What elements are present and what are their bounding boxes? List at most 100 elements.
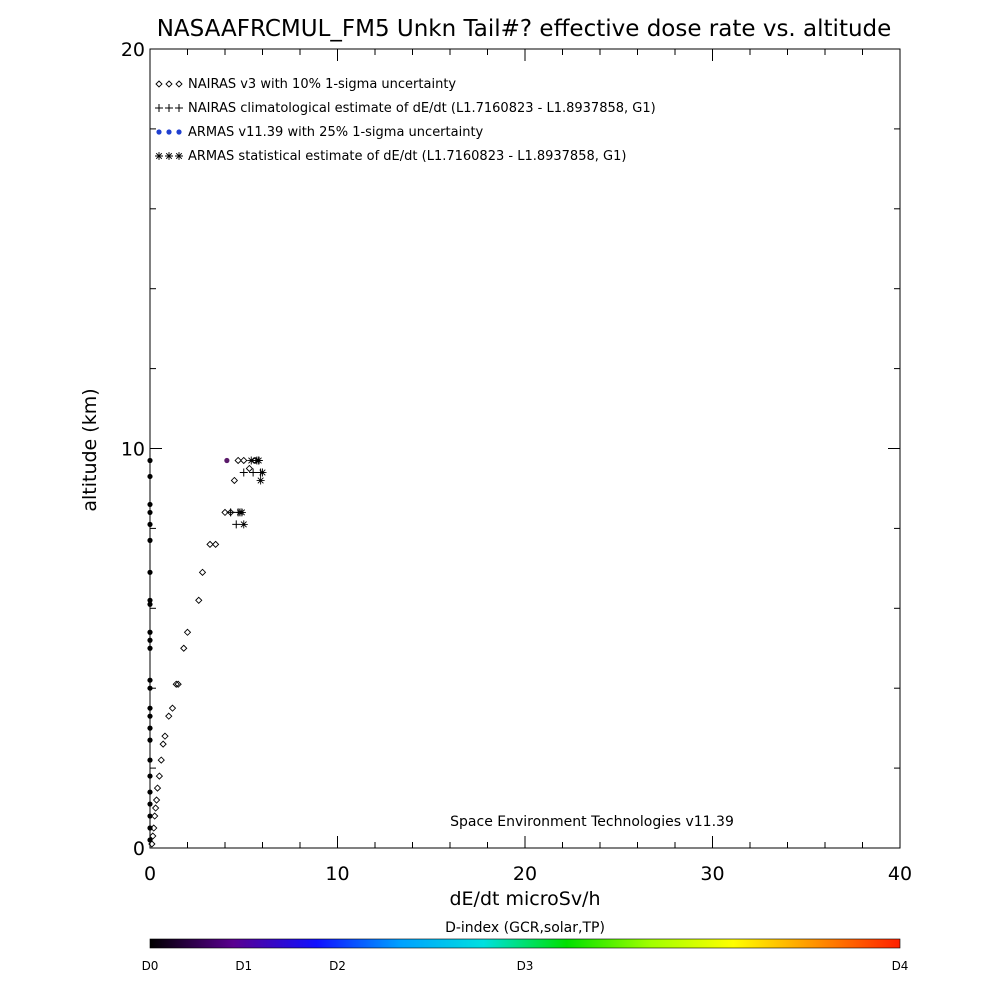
data-point-diamond xyxy=(245,464,254,473)
data-point-dot xyxy=(147,521,153,528)
data-point-dot xyxy=(147,685,153,691)
x-tick-label: 20 xyxy=(513,863,537,885)
data-point-diamond xyxy=(183,628,192,636)
y-tick-label: 0 xyxy=(133,838,145,860)
data-point-dot xyxy=(147,569,153,575)
series-plus xyxy=(226,456,265,529)
legend-item: ARMAS v11.39 with 25% 1-sigma uncertaint… xyxy=(156,125,484,140)
legend: NAIRAS v3 with 10% 1-sigma uncertainty NA… xyxy=(155,77,656,164)
x-tick-label: 30 xyxy=(700,863,724,885)
data-point-dot xyxy=(166,129,172,135)
colorbar-label: D0 xyxy=(142,959,159,973)
series-dot xyxy=(147,457,230,843)
data-point-dot xyxy=(147,737,153,743)
data-point-asterisk xyxy=(236,508,244,517)
data-point-diamond xyxy=(198,568,207,576)
data-point-diamond xyxy=(221,508,229,517)
data-point-diamond xyxy=(168,704,177,712)
data-point-diamond xyxy=(151,812,159,820)
data-point-diamond xyxy=(180,644,188,652)
data-point-asterisk xyxy=(239,520,248,529)
data-point-asterisk xyxy=(256,476,265,485)
data-point-dot xyxy=(147,713,153,719)
data-point-plus xyxy=(226,508,235,517)
axis-ticks xyxy=(149,48,901,849)
series-asterisk xyxy=(236,456,267,529)
colorbar-title: D-index (GCR,solar,TP) xyxy=(445,920,605,936)
legend-item: NAIRAS v3 with 10% 1-sigma uncertainty xyxy=(155,77,456,92)
data-point-diamond xyxy=(195,596,203,604)
data-point-asterisk xyxy=(165,152,173,160)
data-point-diamond xyxy=(230,476,239,485)
data-point-diamond xyxy=(155,80,163,88)
data-point-asterisk xyxy=(155,152,163,160)
colorbar-label: D4 xyxy=(892,959,909,973)
data-point-asterisk xyxy=(247,456,256,465)
data-point-dot xyxy=(147,637,153,643)
y-tick-label: 20 xyxy=(121,39,145,61)
data-point-dot xyxy=(147,509,153,516)
x-tick-label: 40 xyxy=(888,863,912,885)
x-tick-label: 10 xyxy=(325,863,349,885)
data-point-dot xyxy=(147,501,153,508)
y-axis-label: altitude (km) xyxy=(79,388,101,511)
data-point-dot xyxy=(147,457,153,464)
data-point-plus xyxy=(175,104,183,112)
data-point-dot xyxy=(147,725,153,731)
legend-item: ARMAS statistical estimate of dE/dt (L1.… xyxy=(155,149,626,164)
data-point-dot xyxy=(147,537,153,543)
data-point-diamond xyxy=(174,680,182,688)
data-point-diamond xyxy=(151,804,160,812)
colorbar-label: D2 xyxy=(329,959,346,973)
data-point-asterisk xyxy=(258,468,267,477)
data-point-plus xyxy=(165,104,173,112)
data-point-dot xyxy=(156,129,162,135)
data-point-diamond xyxy=(165,712,173,720)
data-point-diamond xyxy=(240,456,248,465)
data-point-dot xyxy=(147,601,153,607)
data-point-diamond xyxy=(157,756,165,764)
data-point-dot xyxy=(147,813,153,819)
data-point-diamond xyxy=(206,540,214,549)
data-point-diamond xyxy=(152,796,161,804)
data-point-plus xyxy=(155,104,163,112)
data-point-dot xyxy=(147,801,153,807)
data-point-dot xyxy=(147,773,153,779)
data-series xyxy=(147,456,267,848)
plot-frame xyxy=(149,48,901,849)
data-point-dot xyxy=(147,789,153,795)
legend-item: NAIRAS climatological estimate of dE/dt … xyxy=(155,101,656,116)
data-point-dot xyxy=(147,597,153,603)
data-point-plus xyxy=(249,468,258,477)
data-point-diamond xyxy=(234,456,242,465)
tick-labels: 0 10 20 30 40 0 10 20 xyxy=(121,39,912,885)
data-point-diamond xyxy=(211,540,220,549)
data-point-plus xyxy=(239,468,248,477)
data-point-dot xyxy=(176,129,182,135)
legend-label: NAIRAS v3 with 10% 1-sigma uncertainty xyxy=(188,77,456,92)
data-point-diamond xyxy=(148,840,156,848)
colorbar xyxy=(149,938,901,949)
credit-label: Space Environment Technologies v11.39 xyxy=(450,814,734,830)
data-point-diamond xyxy=(149,832,157,840)
data-point-diamond xyxy=(159,740,167,748)
chart-title: NASAAFRCMUL_FM5 Unkn Tail#? effective do… xyxy=(157,16,892,42)
data-point-dot xyxy=(147,677,153,683)
legend-label: ARMAS statistical estimate of dE/dt (L1.… xyxy=(188,149,626,164)
data-point-diamond xyxy=(161,732,169,740)
data-point-plus xyxy=(232,520,241,529)
data-point-diamond xyxy=(165,80,173,88)
data-point-dot xyxy=(147,629,153,635)
data-point-dot xyxy=(147,705,153,711)
data-point-diamond xyxy=(175,80,183,88)
data-point-diamond xyxy=(155,772,164,780)
legend-label: NAIRAS climatological estimate of dE/dt … xyxy=(188,101,656,116)
data-point-asterisk xyxy=(254,456,263,465)
data-point-asterisk xyxy=(175,152,183,160)
data-point-dot xyxy=(147,825,153,831)
data-point-diamond xyxy=(172,680,180,688)
data-point-dot xyxy=(224,457,230,464)
colorbar-labels: D0 D1 D2 D3 D4 xyxy=(142,959,909,973)
x-tick-label: 0 xyxy=(144,863,156,885)
